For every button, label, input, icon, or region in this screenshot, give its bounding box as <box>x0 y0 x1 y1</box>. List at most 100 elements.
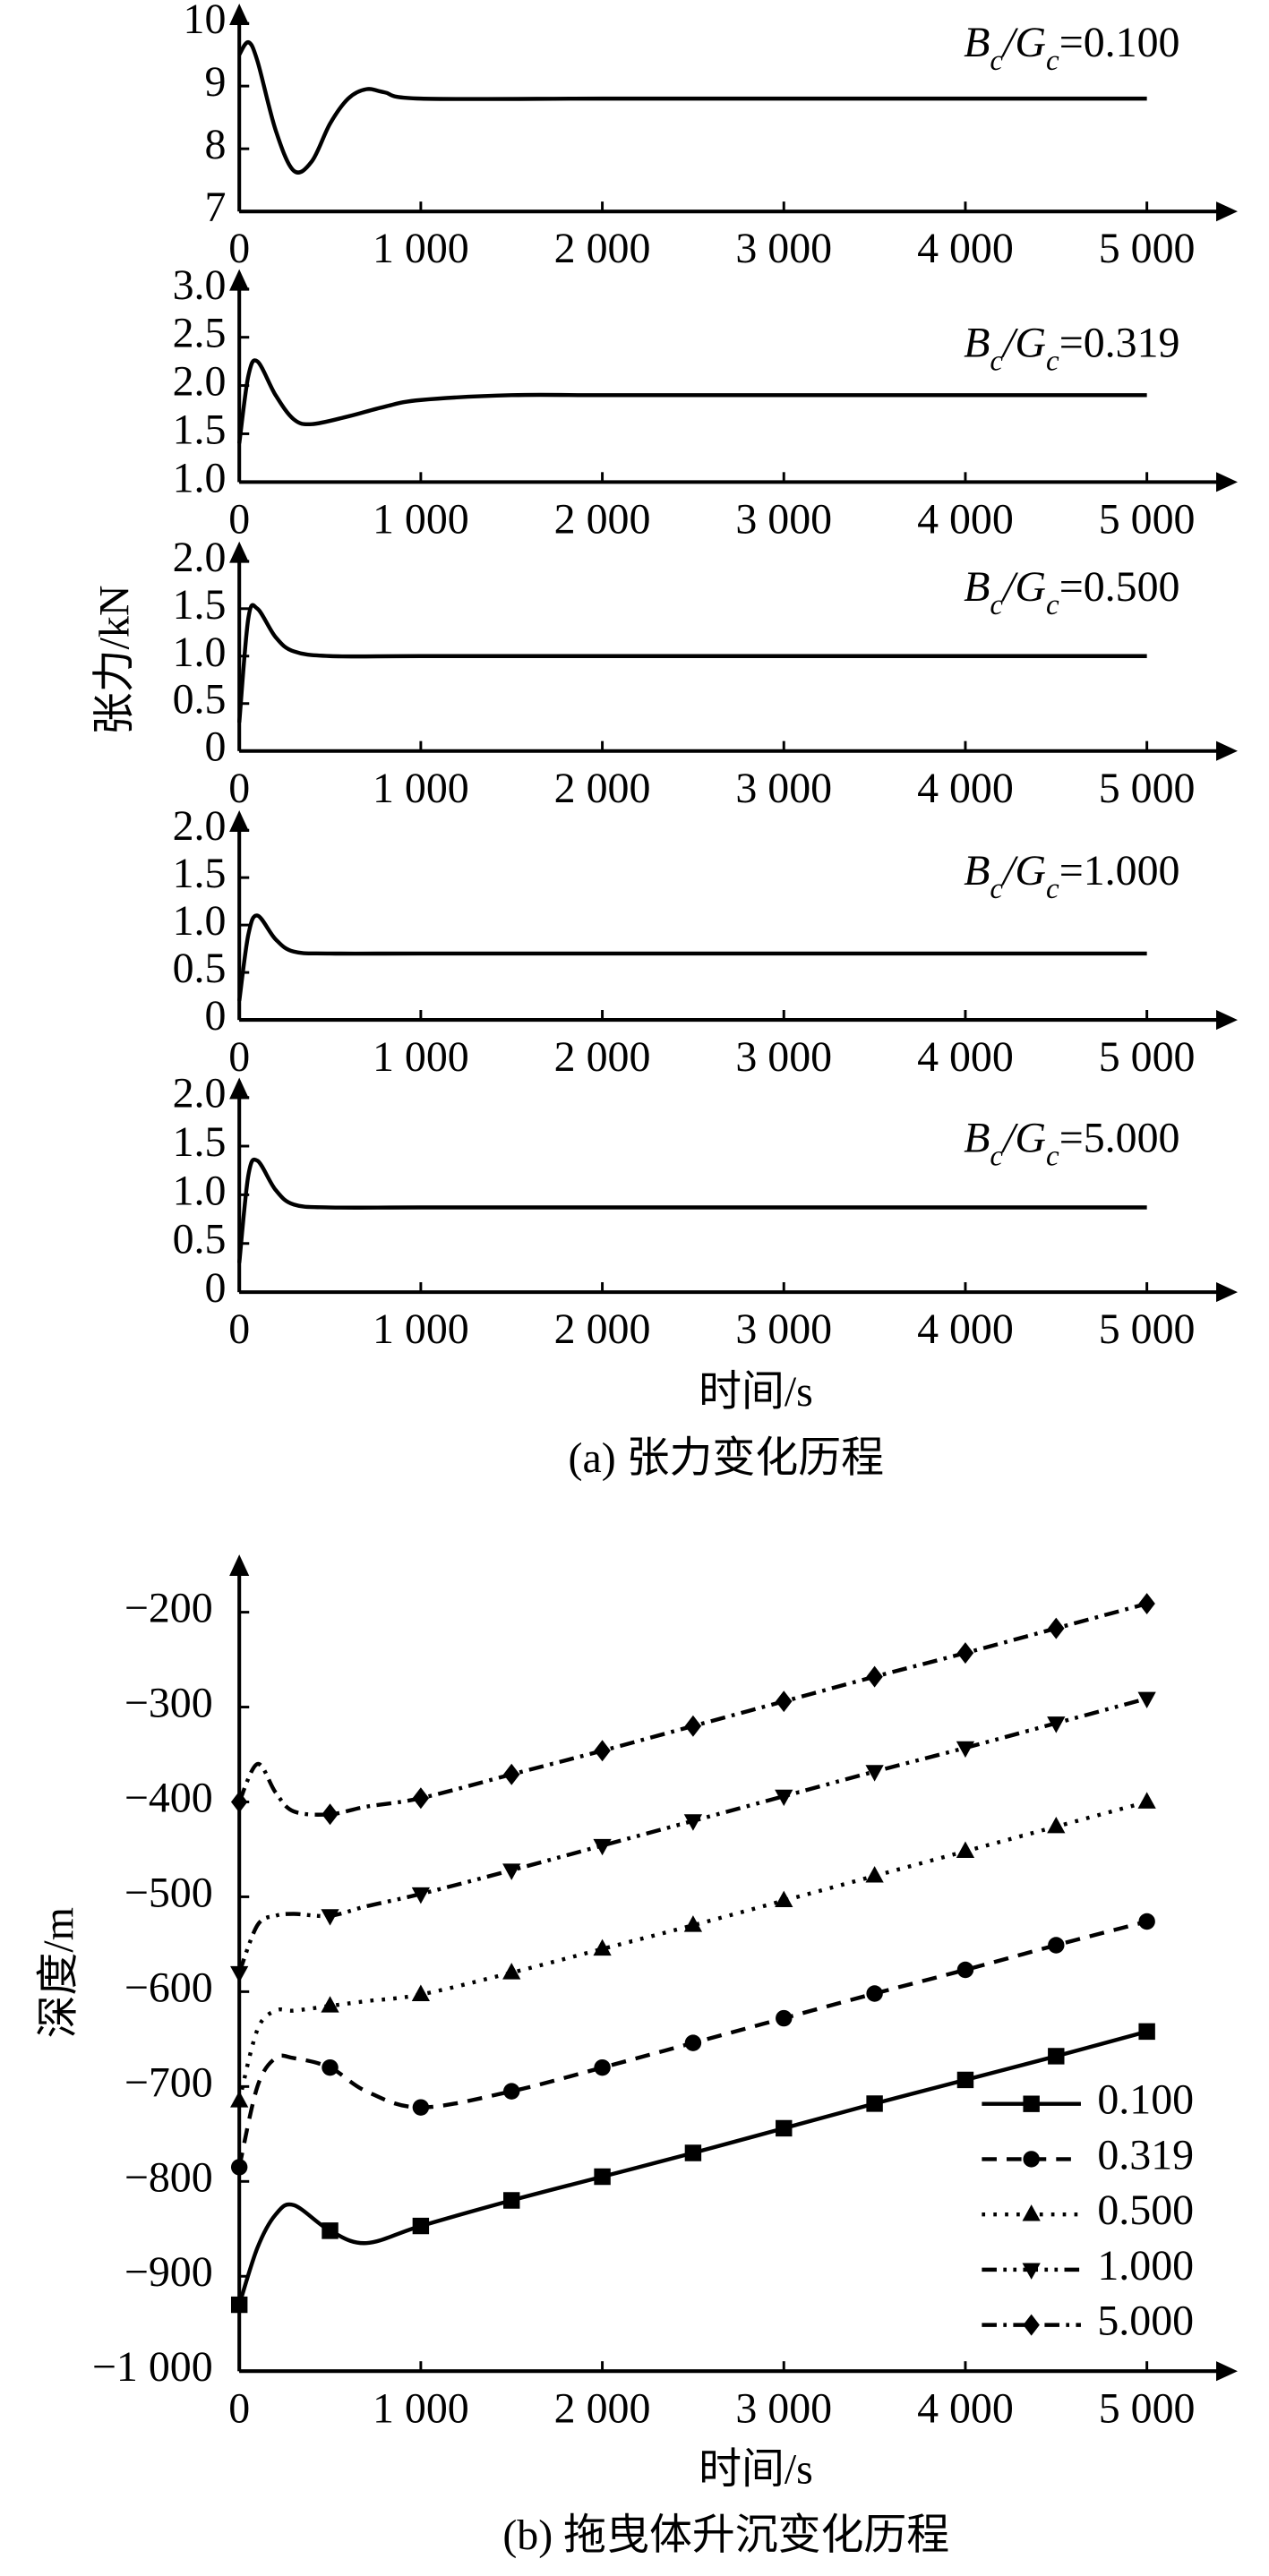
data-marker <box>230 2159 248 2176</box>
chart-panel: 0 1 000 2 000 3 000 4 000 5 000 00.51.01.52.0 B… <box>173 1070 1238 1353</box>
x-tick-label: 0 <box>228 765 250 812</box>
data-line <box>237 39 1147 175</box>
annotation-part: c <box>1046 44 1059 77</box>
y-tick-label: −800 <box>124 2153 213 2201</box>
legend-label: 0.500 <box>1097 2187 1194 2234</box>
data-marker <box>866 1665 883 1688</box>
data-marker <box>865 1765 884 1782</box>
legend-marker <box>1023 2095 1040 2112</box>
data-marker <box>684 2144 702 2161</box>
y-tick-label: −300 <box>124 1680 213 1727</box>
data-marker <box>956 1841 975 1858</box>
y-tick-label: 1.5 <box>173 406 227 453</box>
x-tick-label: 1 000 <box>373 2384 469 2432</box>
data-line <box>237 1696 1148 1973</box>
y-tick-label: 9 <box>204 58 226 106</box>
legend-marker <box>1023 2151 1040 2168</box>
x-tick-label: 3 000 <box>735 765 832 812</box>
annotation: Bc/Gc=5.000 <box>964 1114 1179 1172</box>
chart-panel: 0 1 000 2 000 3 000 4 000 5 000 00.51.01.52.0 B… <box>173 534 1238 812</box>
y-axis-arrow <box>229 541 250 563</box>
y-tick-label: 0 <box>204 1264 226 1312</box>
x-axis-label: 时间/s <box>699 1368 813 1416</box>
annotation-part: /G <box>1000 319 1046 366</box>
x-tick-label: 2 000 <box>554 495 651 543</box>
data-marker <box>230 2091 249 2108</box>
data-marker <box>1137 1691 1156 1709</box>
data-marker <box>412 1787 430 1810</box>
data-marker <box>1048 1617 1065 1639</box>
data-marker <box>593 1938 612 1956</box>
x-tick-label: 1 000 <box>373 1033 469 1081</box>
data-marker <box>956 1642 974 1665</box>
annotation-part: c <box>990 1140 1003 1173</box>
y-tick-label: 1.0 <box>173 897 227 945</box>
y-tick-label: 2.0 <box>173 802 227 850</box>
y-axis-label: 张力/kN <box>91 586 139 736</box>
annotation-part: c <box>990 872 1003 905</box>
data-line <box>237 2029 1148 2306</box>
data-marker <box>594 1740 611 1762</box>
x-tick-label: 3 000 <box>735 495 832 543</box>
chart-panel: 0 1 000 2 000 3 000 4 000 5 000 00.51.01.52.0 B… <box>173 802 1238 1081</box>
x-tick-label: 0 <box>228 1305 250 1353</box>
x-tick-label: 2 000 <box>554 765 651 812</box>
x-tick-label: 4 000 <box>917 1305 1014 1353</box>
data-marker <box>230 1965 249 1983</box>
annotation-part: c <box>990 44 1003 77</box>
y-axis-label: 深度/m <box>35 1907 82 2038</box>
y-tick-label: 8 <box>204 121 226 168</box>
annotation-part: c <box>1046 1140 1059 1173</box>
data-marker <box>775 1789 793 1807</box>
annotation-part: =5.000 <box>1059 1114 1180 1161</box>
annotation-part: B <box>964 563 990 611</box>
y-tick-label: −600 <box>124 1964 213 2011</box>
data-marker <box>502 1963 521 1980</box>
data-marker <box>1047 1816 1066 1834</box>
y-tick-label: 0.5 <box>173 676 227 723</box>
chart-panel: 0 1 000 2 000 3 000 4 000 5 000 1.01.52.02.53.… <box>173 261 1238 543</box>
x-tick-label: 4 000 <box>917 1033 1014 1081</box>
data-marker <box>866 2095 883 2112</box>
data-marker <box>1138 2023 1155 2041</box>
y-tick-label: 0 <box>204 992 226 1040</box>
data-marker <box>593 1838 612 1856</box>
data-marker <box>1048 2048 1065 2065</box>
data-marker <box>1048 1937 1065 1954</box>
y-tick-label: 0 <box>204 723 226 771</box>
x-tick-label: 2 000 <box>554 1305 651 1353</box>
data-marker <box>412 2217 430 2235</box>
x-tick-label: 3 000 <box>735 2384 832 2432</box>
x-tick-label: 0 <box>228 495 250 543</box>
legend-marker <box>1022 2263 1041 2280</box>
data-marker <box>503 2192 520 2209</box>
data-marker <box>956 1741 975 1759</box>
x-tick-label: 4 000 <box>917 495 1014 543</box>
x-axis-arrow <box>1216 1010 1238 1031</box>
y-tick-label: 3.0 <box>173 261 227 309</box>
x-axis-label: 时间/s <box>699 2445 813 2493</box>
data-marker <box>776 2009 793 2027</box>
annotation: Bc/Gc=0.319 <box>964 319 1179 377</box>
chart-panel: 0 1 000 2 000 3 000 4 000 5 000 −1 000 −900 −800… <box>35 1554 1238 2559</box>
data-marker <box>503 1763 520 1785</box>
y-tick-label: 2.0 <box>173 534 227 581</box>
annotation-part: /G <box>1000 19 1046 66</box>
data-marker <box>1138 1913 1155 1930</box>
x-tick-label: 0 <box>228 2384 250 2432</box>
data-marker <box>322 2222 339 2239</box>
y-tick-label: 1.0 <box>173 1167 227 1214</box>
x-tick-label: 3 000 <box>735 1033 832 1081</box>
x-tick-label: 4 000 <box>917 765 1014 812</box>
y-tick-label: 2.0 <box>173 1070 227 1117</box>
annotation-part: =0.500 <box>1059 563 1180 611</box>
annotation: Bc/Gc=0.500 <box>964 563 1179 621</box>
data-marker <box>594 2058 611 2076</box>
caption: (b) 拖曳体升沉变化历程 <box>502 2512 949 2559</box>
y-tick-label: 1.5 <box>173 1118 227 1166</box>
y-axis-arrow <box>229 3 250 25</box>
annotation-part: /G <box>1000 847 1046 894</box>
annotation-part: /G <box>1000 1114 1046 1161</box>
